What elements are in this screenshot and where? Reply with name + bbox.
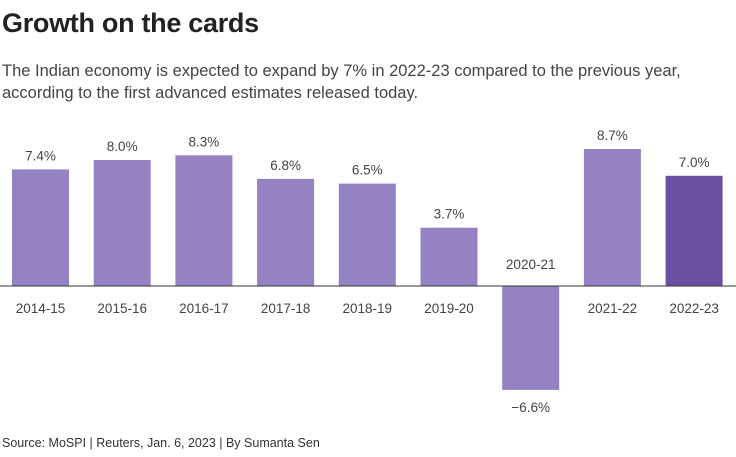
bar-2015-16 [93, 160, 151, 286]
chart-title: Growth on the cards [2, 8, 259, 38]
value-label-2019-20: 3.7% [434, 207, 465, 222]
labels-group: 7.4% 2014-15 8.0% 2015-16 8.3% 2016-17 6.8% 201… [16, 128, 719, 415]
bar-chart: 7.4% 2014-15 8.0% 2015-16 8.3% 2016-17 6.8% 201… [0, 128, 736, 415]
category-label-2020-21: 2020-21 [506, 257, 556, 272]
category-label-2014-15: 2014-15 [16, 301, 66, 316]
source-note: Source: MoSPI | Reuters, Jan. 6, 2023 | … [2, 436, 320, 450]
category-label-2019-20: 2019-20 [424, 301, 474, 316]
value-label-2015-16: 8.0% [107, 139, 138, 154]
bar-2018-19 [338, 183, 396, 286]
value-label-2016-17: 8.3% [189, 134, 220, 149]
bar-2017-18 [257, 178, 315, 286]
category-label-2022-23: 2022-23 [669, 301, 719, 316]
bar-2014-15 [12, 169, 69, 286]
category-label-2018-19: 2018-19 [343, 301, 393, 316]
bar-2022-23 [665, 175, 723, 287]
bar-2020-21 [502, 286, 560, 390]
bar-2021-22 [583, 149, 641, 286]
value-label-2014-15: 7.4% [25, 148, 56, 163]
chart-subtitle: The Indian economy is expected to expand… [2, 62, 681, 102]
value-label-2021-22: 8.7% [597, 128, 628, 143]
bar-2019-20 [420, 227, 478, 286]
bars-group [12, 149, 723, 390]
bar-2016-17 [175, 155, 233, 286]
value-label-2020-21: −6.6% [511, 400, 550, 415]
value-label-2017-18: 6.8% [270, 158, 301, 173]
category-label-2021-22: 2021-22 [588, 301, 638, 316]
category-label-2017-18: 2017-18 [261, 301, 311, 316]
value-label-2022-23: 7.0% [679, 155, 710, 170]
value-label-2018-19: 6.5% [352, 163, 383, 178]
category-label-2015-16: 2015-16 [97, 301, 147, 316]
category-label-2016-17: 2016-17 [179, 301, 229, 316]
